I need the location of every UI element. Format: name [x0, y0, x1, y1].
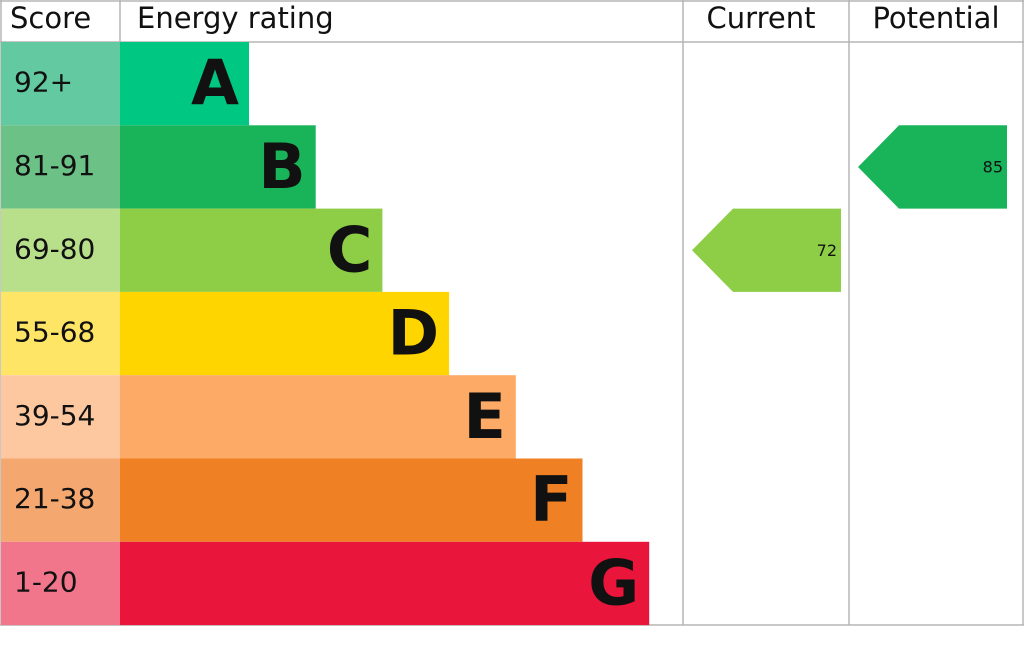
rating-letter: C — [327, 213, 373, 286]
rating-letter: F — [530, 463, 572, 536]
score-label: 39-54 — [14, 399, 95, 432]
rating-letter: D — [388, 297, 439, 370]
score-label: 81-91 — [14, 149, 95, 182]
potential-value: 85 — [983, 157, 1003, 176]
score-cell — [1, 291, 120, 376]
rating-letter: A — [191, 47, 239, 120]
rating-bar — [120, 541, 650, 626]
rating-bar — [120, 125, 316, 209]
score-label: 55-68 — [14, 316, 95, 349]
rating-bar — [120, 208, 383, 292]
score-cell — [1, 541, 120, 626]
score-cell — [1, 125, 120, 209]
rating-bar — [120, 42, 249, 126]
score-label: 1-20 — [14, 565, 78, 598]
header-current: Current — [707, 1, 816, 35]
rating-letter: E — [463, 380, 505, 453]
score-cell — [1, 458, 120, 542]
score-cell — [1, 375, 120, 459]
header-score: Score — [10, 1, 91, 35]
current-value: 72 — [817, 241, 837, 260]
rating-bar — [120, 375, 516, 459]
header-potential: Potential — [872, 1, 999, 35]
rating-bar — [120, 458, 583, 542]
score-label: 69-80 — [14, 232, 95, 265]
current-arrow — [692, 208, 841, 292]
score-label: 21-38 — [14, 482, 95, 515]
rating-letter: B — [258, 130, 305, 203]
rating-bar — [120, 291, 450, 376]
header-rating: Energy rating — [137, 1, 334, 35]
score-label: 92+ — [14, 66, 73, 99]
score-cell — [1, 208, 120, 292]
rating-letter: G — [588, 547, 639, 620]
score-cell — [1, 42, 120, 126]
potential-arrow — [858, 125, 1007, 209]
